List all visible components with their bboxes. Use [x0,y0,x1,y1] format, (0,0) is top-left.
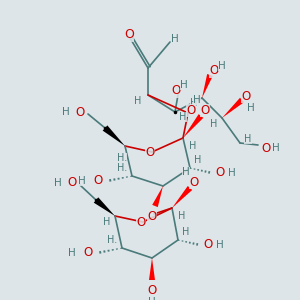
Text: H.: H. [107,235,117,245]
Text: H: H [189,141,197,151]
Text: H: H [179,112,187,122]
Text: O: O [242,89,250,103]
Text: O: O [68,176,76,190]
Text: O: O [189,176,199,188]
Polygon shape [94,197,115,216]
Text: O: O [146,146,154,160]
Text: H: H [247,103,255,113]
Polygon shape [172,186,192,208]
Text: H: H [182,167,190,177]
Text: H: H [218,61,226,71]
Text: O: O [147,284,157,296]
Text: H: H [171,34,179,44]
Text: H: H [272,143,280,153]
Text: H: H [193,95,201,105]
Text: O: O [93,175,103,188]
Polygon shape [103,125,125,146]
Text: O: O [203,238,213,251]
Polygon shape [149,258,155,280]
Text: H: H [68,248,76,258]
Text: H: H [190,98,198,108]
Text: O: O [136,217,146,230]
Text: O: O [124,28,134,41]
Text: H: H [134,96,142,106]
Polygon shape [183,114,203,138]
Text: H: H [78,176,86,186]
Text: H.: H. [117,163,127,173]
Text: O: O [83,247,93,260]
Text: H: H [216,240,224,250]
Text: H: H [194,155,202,165]
Text: H: H [103,217,111,227]
Text: H: H [148,297,156,300]
Text: H: H [210,119,218,129]
Text: H: H [62,107,70,117]
Text: O: O [75,106,85,118]
Text: H: H [244,134,252,144]
Text: O: O [215,167,225,179]
Text: O: O [261,142,271,154]
Text: O: O [147,211,157,224]
Text: H: H [180,80,188,90]
Text: H: H [178,211,186,221]
Polygon shape [202,74,213,98]
Text: O: O [186,103,196,116]
Text: H.: H. [117,153,127,163]
Text: O: O [200,103,210,116]
Polygon shape [152,186,163,207]
Text: O: O [209,64,219,77]
Text: O: O [171,85,181,98]
Polygon shape [222,98,244,118]
Text: H: H [228,168,236,178]
Text: H: H [182,227,190,237]
Text: H: H [54,178,62,188]
